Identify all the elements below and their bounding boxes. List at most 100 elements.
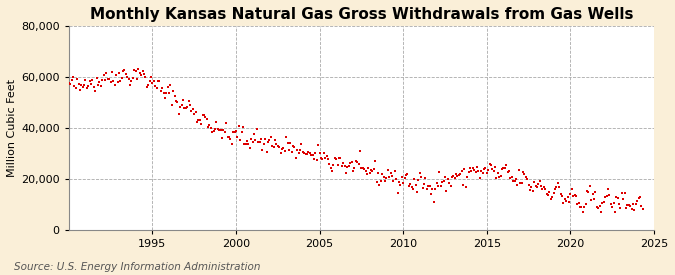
Point bbox=[350, 159, 361, 164]
Point bbox=[545, 197, 556, 201]
Point bbox=[392, 190, 403, 195]
Point bbox=[519, 172, 530, 176]
Point bbox=[265, 134, 276, 139]
Point bbox=[210, 127, 221, 131]
Point bbox=[178, 98, 188, 102]
Point bbox=[344, 164, 354, 169]
Point bbox=[172, 100, 183, 104]
Point bbox=[169, 94, 180, 98]
Point bbox=[201, 117, 212, 121]
Point bbox=[388, 179, 399, 183]
Point bbox=[427, 187, 438, 191]
Point bbox=[515, 180, 526, 185]
Point bbox=[374, 183, 385, 187]
Text: Source: U.S. Energy Information Administration: Source: U.S. Energy Information Administ… bbox=[14, 262, 260, 272]
Point bbox=[219, 130, 230, 134]
Point bbox=[69, 84, 80, 88]
Point bbox=[274, 145, 285, 150]
Point bbox=[358, 167, 369, 172]
Point bbox=[628, 202, 639, 206]
Point bbox=[298, 150, 308, 154]
Point bbox=[218, 128, 229, 133]
Point bbox=[107, 70, 117, 75]
Point bbox=[263, 140, 273, 144]
Point bbox=[275, 151, 286, 155]
Point bbox=[367, 169, 378, 173]
Point bbox=[560, 197, 570, 202]
Point bbox=[459, 167, 470, 172]
Point bbox=[516, 180, 527, 185]
Point bbox=[320, 156, 331, 160]
Point bbox=[381, 176, 392, 180]
Point bbox=[537, 187, 548, 191]
Point bbox=[434, 170, 445, 174]
Point bbox=[441, 189, 452, 193]
Point bbox=[72, 77, 82, 81]
Point bbox=[175, 105, 186, 110]
Point bbox=[239, 142, 250, 146]
Point bbox=[182, 104, 192, 109]
Point bbox=[354, 149, 365, 153]
Point bbox=[555, 192, 566, 196]
Point bbox=[600, 195, 611, 199]
Point bbox=[483, 168, 493, 173]
Point bbox=[526, 185, 537, 189]
Point bbox=[328, 163, 339, 167]
Point bbox=[338, 161, 348, 166]
Point bbox=[590, 189, 601, 194]
Point bbox=[196, 122, 207, 127]
Point bbox=[366, 168, 377, 172]
Point bbox=[155, 89, 166, 93]
Point bbox=[225, 137, 236, 141]
Point bbox=[229, 130, 240, 134]
Point bbox=[214, 128, 225, 132]
Point bbox=[412, 189, 423, 194]
Point bbox=[540, 187, 551, 191]
Point bbox=[268, 145, 279, 149]
Point bbox=[279, 148, 290, 153]
Title: Monthly Kansas Natural Gas Gross Withdrawals from Gas Wells: Monthly Kansas Natural Gas Gross Withdra… bbox=[90, 7, 633, 22]
Point bbox=[569, 193, 580, 197]
Point bbox=[285, 140, 296, 145]
Point bbox=[476, 169, 487, 173]
Point bbox=[554, 185, 564, 189]
Point bbox=[189, 112, 200, 116]
Point bbox=[315, 156, 326, 161]
Point bbox=[324, 161, 335, 166]
Point bbox=[568, 194, 578, 199]
Point bbox=[391, 177, 402, 182]
Point bbox=[399, 176, 410, 180]
Point bbox=[508, 179, 518, 183]
Point bbox=[183, 98, 194, 103]
Point bbox=[578, 210, 589, 214]
Point bbox=[615, 206, 626, 210]
Point bbox=[405, 182, 416, 186]
Point bbox=[94, 79, 105, 84]
Point bbox=[384, 175, 395, 179]
Point bbox=[404, 183, 414, 188]
Point bbox=[475, 175, 485, 180]
Point bbox=[493, 171, 504, 176]
Point bbox=[217, 136, 227, 141]
Point bbox=[608, 200, 619, 205]
Point bbox=[514, 167, 524, 172]
Point bbox=[190, 110, 201, 115]
Point bbox=[616, 191, 627, 195]
Point bbox=[614, 202, 624, 207]
Point bbox=[544, 190, 555, 194]
Point bbox=[629, 208, 640, 212]
Point bbox=[116, 76, 127, 80]
Point bbox=[572, 201, 583, 206]
Point bbox=[188, 107, 198, 111]
Point bbox=[222, 135, 233, 139]
Point bbox=[335, 156, 346, 160]
Point bbox=[143, 82, 154, 87]
Point bbox=[247, 140, 258, 144]
Point bbox=[197, 113, 208, 117]
Point bbox=[385, 171, 396, 175]
Point bbox=[541, 192, 552, 197]
Point bbox=[78, 85, 88, 90]
Point bbox=[489, 165, 500, 169]
Point bbox=[353, 162, 364, 166]
Point bbox=[480, 166, 491, 170]
